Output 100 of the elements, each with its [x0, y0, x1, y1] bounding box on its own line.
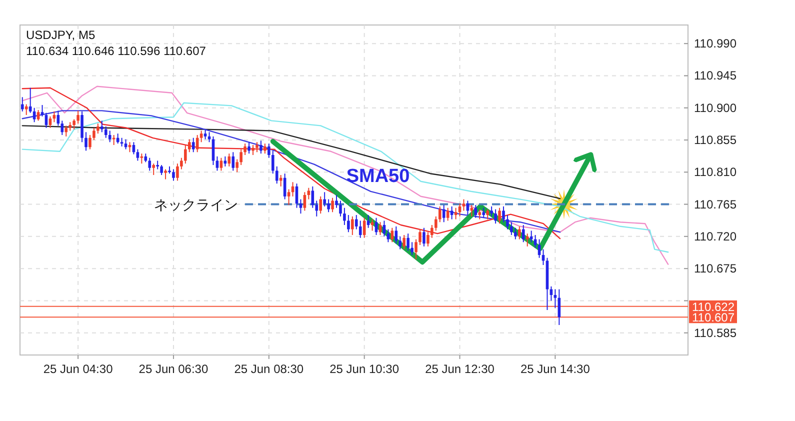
candlestick: [311, 186, 314, 208]
candlestick: [275, 166, 278, 184]
candlestick: [40, 104, 44, 117]
candlestick: [84, 132, 88, 152]
candlestick: [362, 217, 366, 238]
candlestick: [180, 157, 183, 170]
ref-line-label: ネックライン: [154, 196, 238, 212]
candlestick: [506, 214, 509, 230]
candlestick: [442, 204, 446, 223]
candlestick: [220, 157, 223, 172]
candlestick: [339, 200, 342, 217]
candlestick: [224, 156, 227, 167]
candlestick: [208, 132, 211, 143]
chart-title: USDJPY, M5: [26, 28, 96, 42]
candlestick: [236, 158, 238, 173]
candlestick: [358, 220, 362, 238]
y-tick-label: 110.675: [694, 262, 737, 276]
x-tick-label: 25 Jun 06:30: [138, 362, 208, 376]
y-tick-label: 110.855: [694, 133, 737, 147]
candlestick: [430, 224, 434, 238]
ref-line-label: 110.607: [692, 310, 735, 325]
y-tick-label: 110.585: [694, 326, 737, 340]
candlestick: [462, 198, 466, 212]
y-tick-label: 110.990: [694, 36, 737, 51]
candlestick: [48, 116, 52, 128]
candlestick: [160, 164, 163, 176]
candlestick: [32, 107, 36, 123]
candlestick: [522, 224, 525, 243]
candlestick: [244, 143, 246, 156]
candlestick: [268, 143, 270, 158]
text: 110.634 110.646 110.596 110.607: [26, 44, 206, 58]
candlestick: [303, 192, 306, 212]
candlestick: [136, 148, 140, 162]
candlestick: [252, 144, 254, 156]
x-tick-label: 25 Jun 14:30: [520, 362, 590, 376]
candlestick: [104, 126, 108, 138]
candlestick: [530, 230, 533, 243]
candlestick: [20, 96, 24, 112]
candlestick: [192, 137, 195, 153]
candlestick: [410, 242, 414, 256]
candlestick: [188, 138, 191, 153]
candlestick: [140, 153, 144, 164]
candlestick: [454, 207, 458, 220]
candlestick: [422, 227, 426, 247]
candlestick: [386, 228, 390, 243]
candlestick: [450, 206, 454, 220]
candlestick: [176, 163, 179, 182]
candlestick: [351, 216, 354, 236]
candlestick: [331, 197, 334, 213]
candlestick: [494, 208, 497, 224]
candlestick: [482, 207, 486, 218]
candlestick: [518, 226, 521, 240]
candlestick: [80, 110, 84, 143]
y-tick-label: 110.900: [694, 100, 737, 115]
candlestick: [526, 233, 529, 247]
y-tick-label: 110.765: [694, 197, 737, 212]
candlestick: [184, 144, 187, 164]
candlestick: [498, 207, 501, 224]
candlestick: [323, 192, 326, 207]
candlestick: [264, 143, 266, 154]
candlestick: [108, 130, 112, 143]
candlestick: [72, 118, 76, 130]
x-tick-label: 25 Jun 12:30: [425, 362, 495, 376]
candlestick: [24, 104, 28, 116]
candlestick: [343, 207, 346, 226]
candlestick: [366, 214, 370, 228]
candlestick: [319, 196, 322, 214]
candlestick: [36, 110, 40, 122]
candlestick: [232, 152, 235, 172]
candlestick: [502, 206, 505, 223]
x-tick-label: 25 Jun 10:30: [330, 362, 400, 376]
candlestick: [307, 187, 310, 200]
candlestick: [271, 150, 274, 174]
candlestick: [76, 110, 80, 124]
candlestick: [438, 206, 442, 223]
candlestick: [434, 216, 438, 232]
x-tick-label: 25 Jun 08:30: [234, 362, 304, 376]
candlestick: [228, 153, 231, 167]
candlestick: [414, 238, 418, 260]
y-tick-label: 110.945: [694, 68, 737, 83]
candlestick: [88, 134, 92, 150]
candlestick: [370, 218, 374, 232]
candlestick: [426, 232, 430, 247]
candlestick: [446, 207, 450, 222]
candlestick: [248, 142, 250, 154]
candlestick: [490, 206, 493, 217]
candlestick: [347, 214, 350, 233]
candlestick: [315, 200, 318, 217]
x-tick-label: 25 Jun 04:30: [43, 362, 114, 376]
candlestick: [100, 120, 104, 133]
candlestick: [148, 157, 152, 172]
candlestick: [486, 208, 489, 220]
candlestick: [240, 148, 242, 166]
candlestick: [172, 168, 175, 182]
candlestick: [402, 234, 406, 250]
candlestick: [196, 134, 199, 153]
candlestick: [164, 168, 167, 180]
candlestick: [60, 120, 64, 136]
candlestick: [92, 127, 96, 140]
candlestick: [406, 233, 410, 252]
